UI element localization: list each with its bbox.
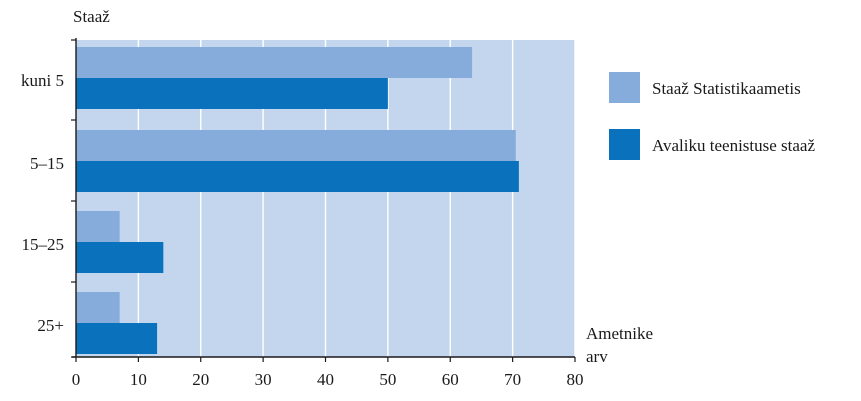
legend-label-1: Avaliku teenistuse staaž [652,136,815,155]
x-tick-label-70: 70 [504,370,521,389]
x-tick-label-0: 0 [72,370,81,389]
legend-swatch-0 [609,72,640,103]
category-label-3: 25+ [37,316,64,335]
x-tick-label-80: 80 [567,370,584,389]
x-tick-label-20: 20 [192,370,209,389]
bar-statistikaamet-2 [76,211,120,242]
category-label-2: 15–25 [22,235,65,254]
category-label-1: 5–15 [30,154,64,173]
category-label-0: kuni 5 [21,71,64,90]
x-tick-label-10: 10 [130,370,147,389]
legend-swatch-1 [609,129,640,160]
bar-statistikaamet-0 [76,47,473,78]
bar-avalik-teenistus-1 [76,161,519,192]
category-labels: kuni 5 5–15 15–25 25+ [21,71,64,335]
bars [76,47,519,354]
bar-avalik-teenistus-2 [76,242,164,273]
y-axis-title: Staaž [73,7,110,26]
bar-statistikaamet-3 [76,292,120,323]
legend-label-0: Staaž Statistikaametis [652,79,801,98]
tick-labels: 0 10 20 30 40 50 60 70 80 [72,370,584,389]
axes [71,38,576,362]
x-tick-label-30: 30 [255,370,272,389]
x-axis-title-line-1: Ametnike [586,324,653,343]
legend: Staaž Statistikaametis Avaliku teenistuse… [609,72,815,160]
x-axis-title-line-2: arv [586,347,608,366]
bar-avalik-teenistus-0 [76,78,388,109]
x-tick-label-50: 50 [379,370,396,389]
x-tick-label-60: 60 [442,370,459,389]
x-tick-label-40: 40 [317,370,334,389]
bar-statistikaamet-1 [76,130,516,161]
bar-avalik-teenistus-3 [76,323,158,354]
